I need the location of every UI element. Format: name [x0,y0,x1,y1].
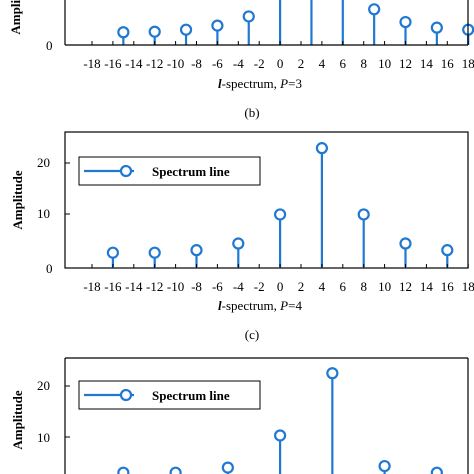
panel-b-xtick-label: -2 [254,56,265,71]
panel-b-marker [117,26,130,39]
panel-c-xtick-label: -10 [167,279,184,294]
panel-c-xlabel: l-spectrum, P=4 [218,298,302,313]
panel-c-ylabel: Amplitude [10,170,25,229]
panel-c-legend-label: Spectrum line [152,164,230,179]
panel-b-xtick-label: -10 [167,56,184,71]
panel-c-marker [357,208,370,221]
panel-b-ylabel: Amplitude [8,0,23,35]
panel-c-caption: (c) [245,327,259,342]
panel-b-xtick-label: 0 [277,56,284,71]
panel-c-xtick-label: -18 [83,279,100,294]
panel-b-xticks: -18 -16 -14 -12 -10 -8 -6 -4 -2 0 2 4 6 8 10 12 14 16 18 [83,41,474,71]
panel-c-xtick-label: -8 [191,279,202,294]
panel-c-ytick-20: 20 [37,155,50,170]
panel-c-marker [441,244,454,257]
panel-c-xtick-label: -4 [233,279,244,294]
panel-b-marker [368,3,381,16]
panel-d: 10 20 Amplitude Spectrum line [10,357,469,474]
panel-d-stems [117,367,443,474]
panel-c-marker [148,246,161,259]
panel-c-marker [106,246,120,259]
panel-b-xtick-label: -16 [104,56,122,71]
panel-c-xtick-label: 6 [340,279,347,294]
panel-b-caption: (b) [244,105,259,120]
panel-c-xtick-label: 18 [462,279,474,294]
panel-c-marker [315,142,328,155]
panel-d-marker [169,466,182,474]
panel-b-marker [430,21,443,34]
panel-d-marker [326,367,339,380]
panel-b-marker [399,15,412,29]
panel-b-xtick-label: 10 [378,56,391,71]
panel-d-ytick-20: 20 [37,378,50,393]
panel-b-xtick-label: 2 [298,56,305,71]
panel-b-marker [242,10,255,23]
panel-c-xticks: -18 -16 -14 -12 -10 -8 -6 -4 -2 0 2 4 6 8 10 12 14 16 18 [83,264,474,294]
panel-b-ytick-0: 0 [46,38,53,53]
panel-d-marker [274,429,287,442]
panel-b-xtick-label: -14 [125,56,143,71]
panel-c: 0 10 20 -18 -16 -14 -12 -10 -8 -6 -4 -2 0 2 4 6 8 10 12… [10,131,474,342]
panel-c-xtick-label: 4 [319,279,326,294]
panel-c-marker [190,244,203,257]
panel-d-marker [430,466,443,474]
panel-c-legend: Spectrum line [78,156,261,186]
panel-c-xtick-label: -6 [212,279,223,294]
panel-b-xtick-label: -18 [83,56,100,71]
panel-b-marker [179,23,193,36]
panel-b-marker [211,19,224,32]
panel-c-xtick-label: -16 [104,279,122,294]
panel-c-xtick-label: 10 [378,279,391,294]
panel-c-marker [399,237,412,250]
panel-c-xtick-label: 2 [298,279,305,294]
panel-c-xtick-label: 12 [399,279,412,294]
panel-d-legend: Spectrum line [78,380,261,410]
panel-d-marker [221,461,234,474]
panel-d-marker [117,466,130,474]
panel-b-stems [117,0,474,45]
panel-b-xtick-label: -6 [212,56,223,71]
panel-b-xtick-label: -4 [233,56,244,71]
panel-c-xtick-label: 0 [277,279,284,294]
panel-c-plot-box [64,131,469,269]
panel-b-xtick-label: 16 [441,56,455,71]
panel-c-stems [106,142,454,268]
panel-b-xtick-label: 8 [360,56,367,71]
panel-c-xtick-label: 8 [360,279,367,294]
panel-d-legend-label: Spectrum line [152,388,230,403]
panel-b-marker [148,25,161,38]
panel-c-xtick-label: -2 [254,279,265,294]
panel-b-xtick-label: 18 [462,56,474,71]
panel-c-ytick-0: 0 [46,261,53,276]
panel-c-legend-marker [119,164,133,178]
panel-c-marker [274,208,287,221]
panel-c-xtick-label: 14 [420,279,434,294]
panel-b: 0 -18 -16 -14 -12 -10 -8 -6 -4 -2 0 2 4 6 8 10 12 14 16 18… [8,0,474,120]
panel-b-xtick-label: 6 [340,56,347,71]
panel-c-xtick-label: -14 [125,279,143,294]
panel-b-xtick-label: 12 [399,56,412,71]
panel-d-marker [378,459,391,473]
panel-b-xlabel: l-spectrum, P=3 [218,76,302,91]
panel-c-legend-box [78,156,261,186]
panel-c-marker [232,237,245,250]
panel-b-xtick-label: -8 [191,56,202,71]
panel-c-xtick-label: -12 [146,279,163,294]
panel-d-ytick-10: 10 [37,430,50,445]
panel-d-legend-marker [119,388,133,402]
panel-b-xtick-label: -12 [146,56,163,71]
panel-c-ytick-10: 10 [37,206,50,221]
panel-c-xtick-label: 16 [441,279,455,294]
panel-d-ylabel: Amplitude [10,390,25,449]
panel-b-xtick-label: 14 [420,56,434,71]
panel-b-xtick-label: 4 [319,56,326,71]
